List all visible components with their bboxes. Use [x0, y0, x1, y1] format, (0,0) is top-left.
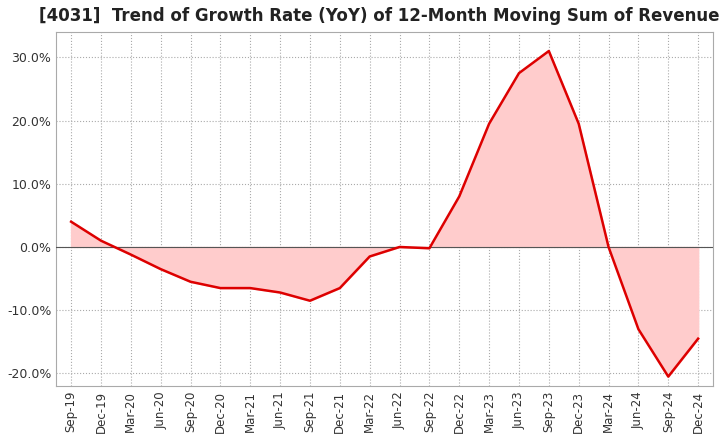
Title: [4031]  Trend of Growth Rate (YoY) of 12-Month Moving Sum of Revenues: [4031] Trend of Growth Rate (YoY) of 12-…	[40, 7, 720, 25]
